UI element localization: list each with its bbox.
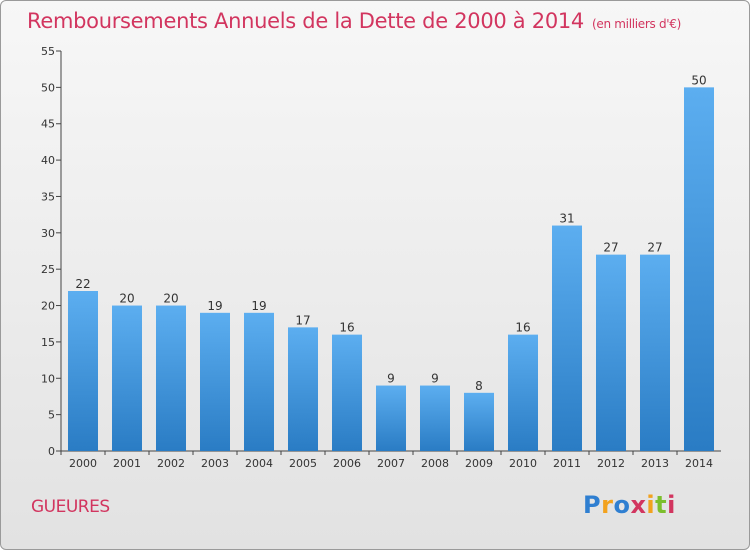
- bar-value-label: 17: [295, 313, 310, 327]
- bar-value-label: 22: [75, 277, 90, 291]
- bar-value-label: 9: [431, 372, 439, 386]
- x-tick-label: 2000: [69, 457, 97, 470]
- logo-letter-o: o: [613, 491, 631, 519]
- bar-value-label: 19: [251, 299, 266, 313]
- chart-unit-note: (en milliers d'€): [592, 17, 682, 31]
- bar: [288, 327, 318, 451]
- bar: [244, 312, 274, 451]
- y-tick-label: 0: [48, 445, 55, 458]
- y-tick-label: 30: [41, 227, 55, 240]
- y-tick-label: 35: [41, 190, 55, 203]
- y-tick-label: 40: [41, 154, 55, 167]
- commune-name: GUEURES: [31, 497, 110, 517]
- x-tick-label: 2004: [245, 457, 273, 470]
- bar-value-label: 16: [515, 321, 530, 335]
- bar: [376, 385, 406, 451]
- chart-title: Remboursements Annuels de la Dette de 20…: [27, 9, 681, 33]
- x-tick-label: 2003: [201, 457, 229, 470]
- bar: [420, 385, 450, 451]
- x-tick-label: 2014: [685, 457, 713, 470]
- bar-value-label: 19: [207, 299, 222, 313]
- bar-value-label: 16: [339, 321, 354, 335]
- bar: [156, 305, 186, 451]
- x-tick-label: 2008: [421, 457, 449, 470]
- bar-value-label: 20: [163, 292, 178, 306]
- logo-letter-r: r: [601, 491, 614, 519]
- bar-value-label: 31: [559, 212, 574, 226]
- bar: [684, 87, 714, 451]
- y-tick-label: 10: [41, 372, 55, 385]
- x-tick-label: 2012: [597, 457, 625, 470]
- y-tick-label: 50: [41, 81, 55, 94]
- logo-letter-t: t: [655, 491, 668, 519]
- x-tick-label: 2005: [289, 457, 317, 470]
- bar-value-label: 27: [647, 241, 662, 255]
- x-tick-label: 2007: [377, 457, 405, 470]
- x-tick-label: 2011: [553, 457, 581, 470]
- x-tick-label: 2001: [113, 457, 141, 470]
- bar: [68, 291, 98, 451]
- y-tick-label: 15: [41, 336, 55, 349]
- bar: [332, 334, 362, 451]
- bar-value-label: 50: [691, 73, 706, 87]
- y-tick-label: 25: [41, 263, 55, 276]
- bar: [640, 254, 670, 451]
- logo-letter-i-2: i: [667, 491, 676, 519]
- bar: [200, 312, 230, 451]
- bar: [596, 254, 626, 451]
- y-tick-label: 55: [41, 45, 55, 58]
- x-tick-label: 2009: [465, 457, 493, 470]
- bar: [508, 334, 538, 451]
- logo-letter-i: i: [646, 491, 656, 519]
- bar-value-label: 27: [603, 241, 618, 255]
- x-tick-label: 2002: [157, 457, 185, 470]
- x-tick-label: 2006: [333, 457, 361, 470]
- y-tick-label: 5: [48, 409, 55, 422]
- y-tick-label: 45: [41, 118, 55, 131]
- chart-bars: [68, 87, 714, 451]
- bar: [112, 305, 142, 451]
- logo-letter-p: P: [583, 491, 602, 519]
- bar-value-label: 20: [119, 292, 134, 306]
- bar: [552, 225, 582, 451]
- x-tick-label: 2010: [509, 457, 537, 470]
- bar-value-label: 8: [475, 379, 483, 393]
- x-tick-label: 2013: [641, 457, 669, 470]
- y-tick-label: 20: [41, 300, 55, 313]
- chart-labels: 2000 22 2001 20 2002 20 2003 19 2004 19 2005 17 2006…: [69, 73, 713, 470]
- chart-title-text: Remboursements Annuels de la Dette de 20…: [27, 9, 584, 33]
- bar: [464, 392, 494, 451]
- bar-value-label: 9: [387, 372, 395, 386]
- proxiti-logo: Proxiti: [583, 491, 676, 519]
- logo-letter-x: x: [630, 491, 647, 519]
